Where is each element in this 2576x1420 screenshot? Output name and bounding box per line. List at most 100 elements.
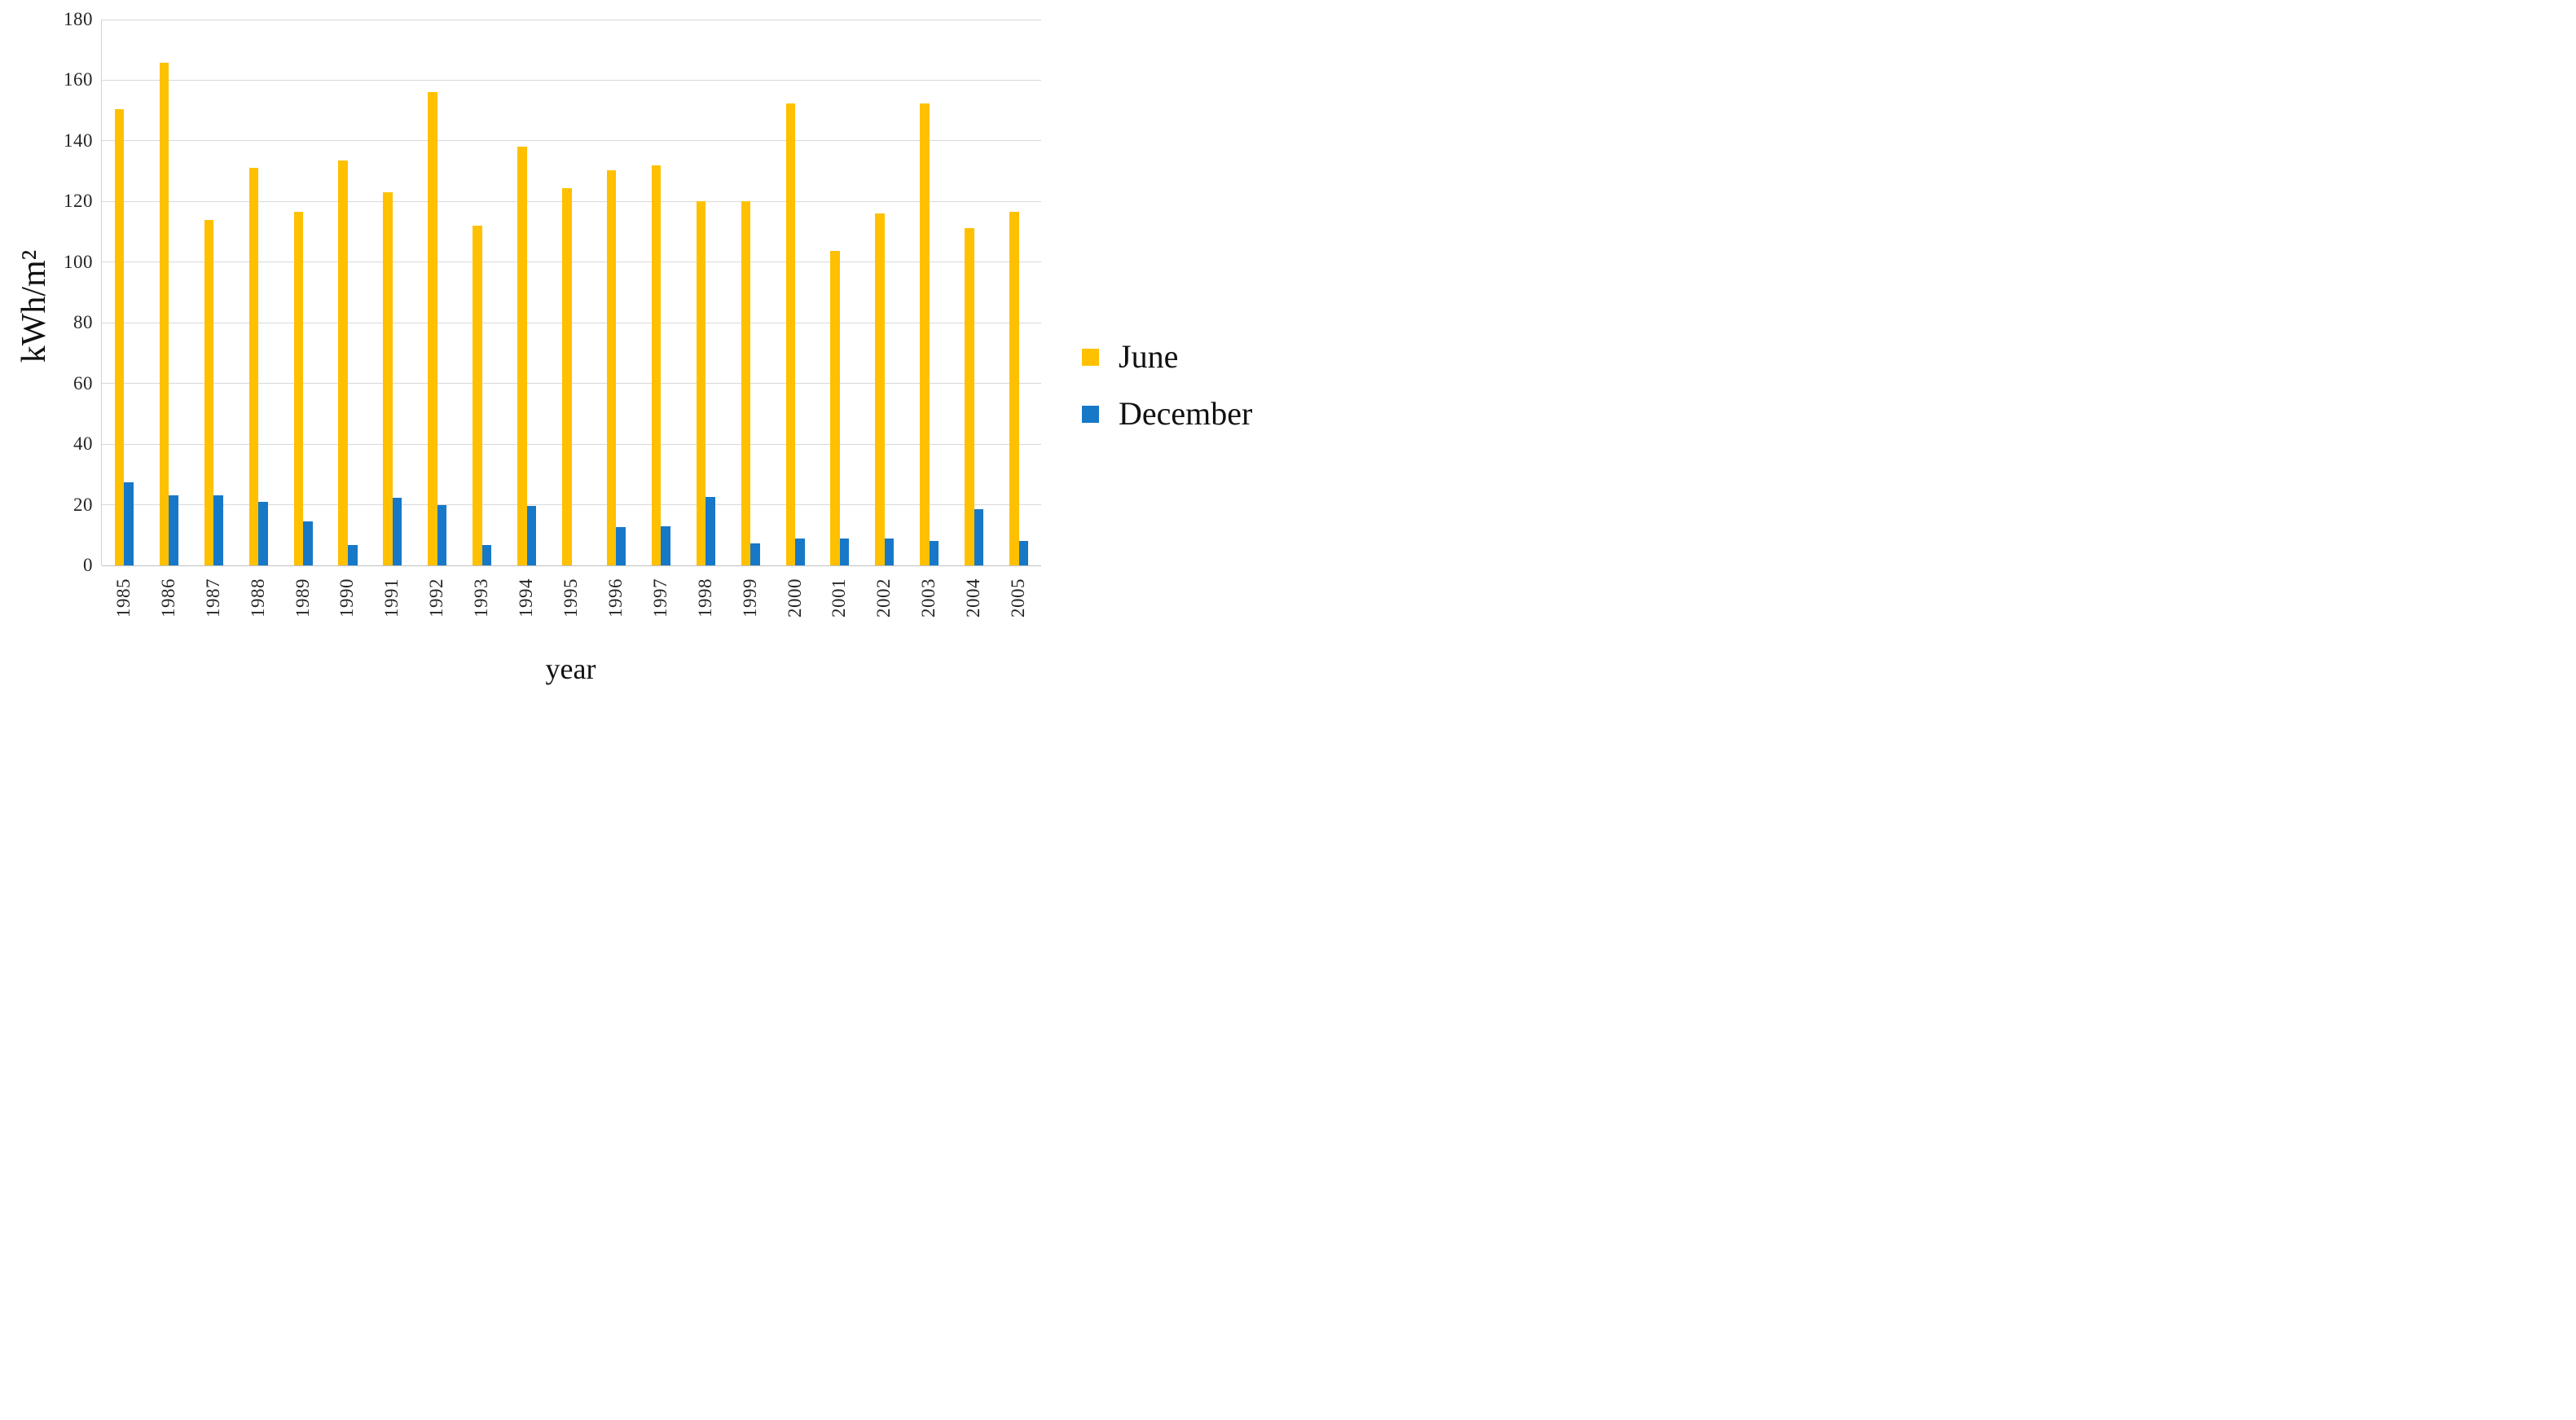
bar-june-1992 bbox=[428, 92, 437, 565]
bar-group-2000 bbox=[773, 20, 818, 565]
bar-june-1986 bbox=[159, 62, 169, 565]
bar-december-1992 bbox=[437, 504, 447, 565]
bar-june-1993 bbox=[473, 226, 482, 565]
y-tick-label-120: 120 bbox=[64, 191, 93, 212]
legend-entry-december: December bbox=[1082, 398, 1252, 430]
bar-december-2002 bbox=[884, 539, 895, 565]
bar-group-1997 bbox=[639, 20, 684, 565]
x-tick-cell-2003: 2003 bbox=[906, 578, 951, 618]
y-tick-label-180: 180 bbox=[64, 9, 93, 29]
x-tick-label-1985: 1985 bbox=[112, 578, 134, 618]
bar-june-1987 bbox=[204, 219, 214, 565]
x-tick-label-1999: 1999 bbox=[739, 578, 760, 618]
x-tick-label-1991: 1991 bbox=[381, 578, 402, 618]
bar-december-1989 bbox=[303, 521, 313, 565]
bar-june-1997 bbox=[651, 165, 662, 565]
x-tick-cell-2004: 2004 bbox=[951, 578, 996, 618]
x-tick-cell-2000: 2000 bbox=[772, 578, 817, 618]
x-tick-cell-1995: 1995 bbox=[548, 578, 593, 618]
bar-december-1998 bbox=[706, 497, 715, 565]
plot-area bbox=[101, 19, 1041, 566]
bar-june-2004 bbox=[965, 228, 974, 565]
x-tick-label-1995: 1995 bbox=[560, 578, 582, 618]
x-tick-label-1990: 1990 bbox=[336, 578, 358, 618]
y-tick-label-100: 100 bbox=[64, 251, 93, 272]
bar-june-1995 bbox=[562, 188, 572, 565]
bar-june-1998 bbox=[696, 200, 706, 565]
x-tick-cell-1998: 1998 bbox=[683, 578, 728, 618]
gridline-160 bbox=[102, 79, 1041, 81]
x-tick-label-1987: 1987 bbox=[202, 578, 223, 618]
x-tick-label-1994: 1994 bbox=[516, 578, 537, 618]
bar-group-1987 bbox=[191, 20, 236, 565]
bar-group-1998 bbox=[684, 20, 728, 565]
x-tick-cell-1989: 1989 bbox=[280, 578, 325, 618]
bar-december-1990 bbox=[347, 545, 358, 565]
bar-june-1999 bbox=[741, 200, 751, 565]
bar-june-1988 bbox=[248, 167, 259, 565]
bar-june-2005 bbox=[1009, 212, 1019, 565]
y-tick-label-140: 140 bbox=[64, 130, 93, 151]
bar-series-container bbox=[102, 20, 1041, 565]
y-tick-label-40: 40 bbox=[73, 433, 93, 455]
bar-group-1986 bbox=[147, 20, 191, 565]
bar-group-2002 bbox=[862, 20, 907, 565]
y-tick-label-0: 0 bbox=[83, 555, 93, 575]
y-tick-label-80: 80 bbox=[73, 312, 93, 333]
x-tick-cell-1991: 1991 bbox=[369, 578, 414, 618]
bar-december-2000 bbox=[795, 539, 805, 565]
x-tick-label-2003: 2003 bbox=[918, 578, 939, 618]
x-tick-cell-1992: 1992 bbox=[414, 578, 459, 618]
legend-label-june: June bbox=[1119, 338, 1179, 375]
bar-group-1994 bbox=[504, 20, 549, 565]
bar-june-1991 bbox=[383, 192, 393, 565]
x-axis-title: year bbox=[545, 653, 596, 685]
x-tick-label-2002: 2002 bbox=[873, 578, 895, 618]
legend-swatch-december bbox=[1082, 405, 1099, 423]
chart-figure: kWh/m² 0 20 40 60 80 100 120 140 160 180 1985 1986… bbox=[0, 0, 1288, 710]
bar-june-2001 bbox=[830, 251, 840, 565]
x-axis-tick-labels: 1985 1986 1987 1988 1989 1990 1991 1992 1993 1994… bbox=[101, 578, 1040, 618]
x-tick-cell-2001: 2001 bbox=[817, 578, 862, 618]
bar-december-2001 bbox=[839, 539, 850, 565]
bar-december-1999 bbox=[750, 543, 760, 565]
bar-group-1990 bbox=[326, 20, 371, 565]
legend-swatch-june bbox=[1082, 348, 1099, 366]
bar-june-2000 bbox=[785, 103, 796, 565]
bar-december-2003 bbox=[929, 540, 939, 565]
bar-group-1996 bbox=[594, 20, 639, 565]
bar-group-2005 bbox=[996, 20, 1041, 565]
x-tick-cell-1986: 1986 bbox=[146, 578, 191, 618]
x-tick-cell-1988: 1988 bbox=[235, 578, 280, 618]
bar-december-2004 bbox=[974, 509, 984, 565]
x-tick-label-2004: 2004 bbox=[963, 578, 984, 618]
legend: June December bbox=[1082, 341, 1252, 430]
bar-group-1999 bbox=[728, 20, 773, 565]
bar-group-1991 bbox=[370, 20, 415, 565]
bar-group-2001 bbox=[818, 20, 863, 565]
bar-june-1990 bbox=[338, 160, 348, 565]
x-tick-label-2005: 2005 bbox=[1008, 578, 1029, 618]
bar-group-1993 bbox=[459, 20, 504, 565]
y-tick-label-160: 160 bbox=[64, 69, 93, 90]
x-tick-cell-1994: 1994 bbox=[503, 578, 548, 618]
x-tick-cell-1999: 1999 bbox=[728, 578, 772, 618]
bar-december-1993 bbox=[481, 545, 492, 565]
x-tick-cell-1990: 1990 bbox=[325, 578, 370, 618]
bar-group-1988 bbox=[236, 20, 281, 565]
bar-december-1986 bbox=[169, 495, 178, 565]
bar-december-1985 bbox=[124, 482, 134, 565]
x-tick-cell-1985: 1985 bbox=[101, 578, 146, 618]
bar-june-2003 bbox=[920, 103, 930, 565]
bar-group-2004 bbox=[952, 20, 996, 565]
x-tick-label-2001: 2001 bbox=[829, 578, 850, 618]
x-tick-cell-1997: 1997 bbox=[638, 578, 683, 618]
bar-group-1985 bbox=[102, 20, 147, 565]
x-tick-label-2000: 2000 bbox=[784, 578, 805, 618]
legend-entry-june: June bbox=[1082, 341, 1252, 373]
bar-december-1988 bbox=[258, 501, 268, 565]
bar-december-1991 bbox=[392, 497, 402, 565]
x-tick-label-1997: 1997 bbox=[649, 578, 670, 618]
bar-june-1994 bbox=[517, 146, 527, 565]
x-tick-label-1996: 1996 bbox=[604, 578, 626, 618]
